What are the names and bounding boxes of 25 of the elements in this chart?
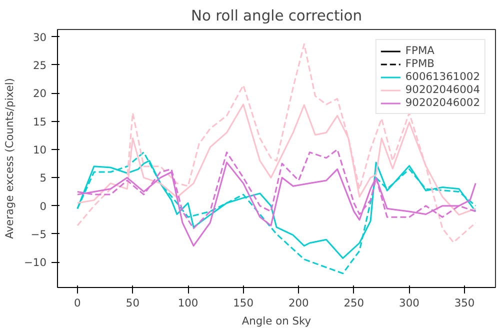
y-tick-label: 25	[32, 58, 47, 72]
x-tick-label: 50	[126, 296, 140, 310]
y-tick-label: 5	[40, 172, 46, 185]
x-tick-label: 300	[399, 296, 420, 310]
y-axis-title: Average excess (Counts/pixel)	[3, 78, 16, 239]
legend-label: 90202046004	[405, 83, 480, 96]
x-tick-label: 100	[178, 296, 198, 310]
y-tick-label: 20	[32, 87, 47, 100]
legend-label: FPMA	[405, 44, 434, 57]
legend-label: 90202046002	[405, 96, 480, 109]
y-tick-label: −10	[24, 256, 47, 270]
x-tick-label: 350	[454, 296, 475, 310]
x-tick-label: 250	[344, 296, 364, 310]
y-tick-label: −5	[30, 228, 47, 241]
x-axis-title: Angle on Sky	[242, 314, 312, 328]
y-tick-label: 30	[32, 30, 47, 44]
chart-title: No roll angle correction	[190, 8, 362, 24]
y-tick-label: 0	[40, 200, 47, 213]
legend-label: 60061361002	[405, 70, 480, 83]
x-tick-label: 0	[74, 296, 82, 310]
y-tick-label: 15	[32, 115, 47, 128]
legend-label: FPMB	[405, 57, 434, 70]
x-tick-label: 150	[233, 296, 254, 310]
x-tick-label: 200	[288, 296, 310, 310]
y-tick-label: 10	[32, 143, 47, 156]
